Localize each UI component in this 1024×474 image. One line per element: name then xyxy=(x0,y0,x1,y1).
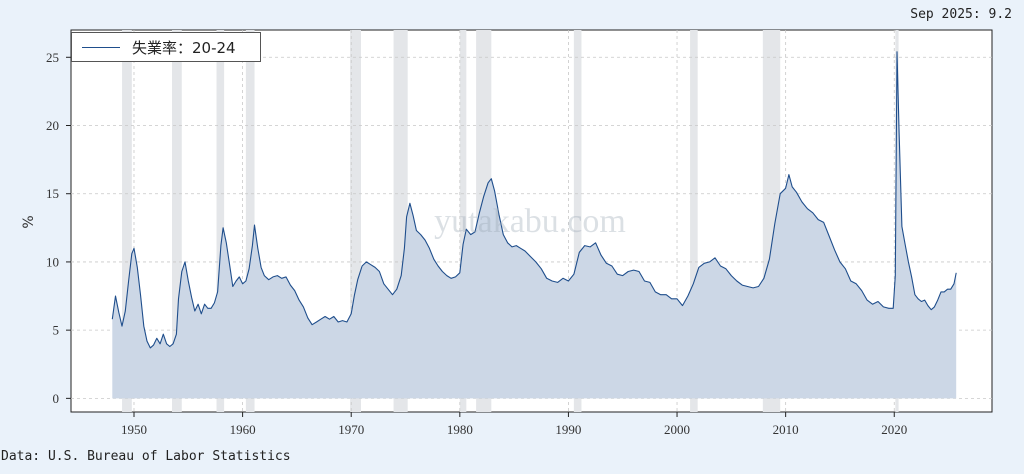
recession-band xyxy=(350,30,361,412)
x-tick-label: 2010 xyxy=(773,422,799,437)
x-axis-ticks: 1950 1960 1970 1980 1990 2000 2010 2020 xyxy=(121,412,907,437)
series-fill xyxy=(112,51,957,399)
data-source: Data: U.S. Bureau of Labor Statistics xyxy=(1,449,291,464)
legend-label: 失業率：20-24 xyxy=(132,38,236,57)
recession-band xyxy=(245,30,255,412)
y-tick-label: 25 xyxy=(46,50,59,65)
watermark: yutakabu.com xyxy=(434,203,626,240)
series-line xyxy=(111,51,957,349)
recession-band xyxy=(573,30,582,412)
recession-band xyxy=(122,30,132,412)
y-tick-label: 10 xyxy=(46,254,59,269)
latest-value: Sep 2025: 9.2 xyxy=(910,7,1012,22)
recession-band xyxy=(690,30,698,412)
x-tick-label: 1960 xyxy=(230,422,256,437)
y-axis-ticks: 0 5 10 15 20 25 xyxy=(46,50,71,406)
x-tick-label: 2000 xyxy=(664,422,690,437)
y-axis-label: % xyxy=(21,215,37,228)
y-tick-label: 20 xyxy=(46,118,59,133)
x-tick-label: 2020 xyxy=(881,422,907,437)
x-tick-label: 1970 xyxy=(338,422,364,437)
legend-line-swatch xyxy=(82,46,120,48)
y-tick-label: 0 xyxy=(53,391,60,406)
x-tick-label: 1950 xyxy=(121,422,147,437)
recession-band xyxy=(216,30,225,412)
recession-band xyxy=(172,30,182,412)
y-tick-label: 15 xyxy=(46,186,59,201)
x-tick-label: 1990 xyxy=(555,422,581,437)
y-tick-label: 5 xyxy=(53,323,60,338)
series-area xyxy=(111,51,957,399)
x-tick-label: 1980 xyxy=(447,422,473,437)
legend: 失業率：20-24 xyxy=(71,32,261,62)
recession-band xyxy=(459,30,467,412)
